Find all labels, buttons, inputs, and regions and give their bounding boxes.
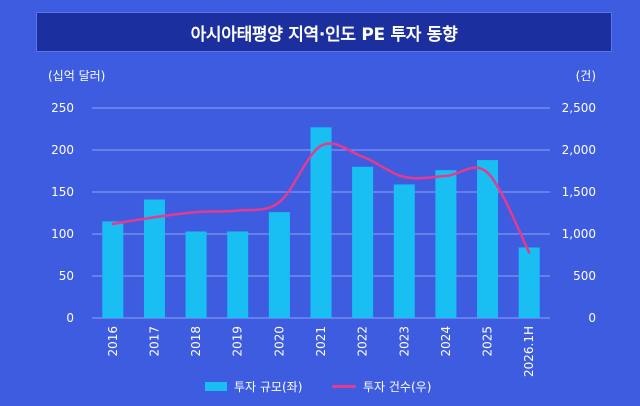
- x-tick-label: 2016: [106, 326, 120, 357]
- right-tick-label: 0: [588, 311, 596, 325]
- right-tick-label: 1,000: [562, 227, 596, 241]
- bar: [185, 231, 207, 318]
- left-tick-label: 150: [51, 185, 74, 199]
- x-tick-label: 2019: [231, 326, 245, 357]
- line-point: [320, 145, 322, 147]
- x-tick-label: 2021: [314, 326, 328, 357]
- line-point: [195, 211, 197, 213]
- left-tick-label: 50: [59, 269, 74, 283]
- legend-line-swatch: [332, 385, 356, 388]
- line-point: [486, 171, 489, 174]
- x-tick-label: 2017: [147, 326, 161, 357]
- left-tick-label: 200: [51, 143, 74, 157]
- chart-legend: 투자 규모(좌) 투자 건수(우): [0, 378, 640, 398]
- right-tick-label: 1,500: [562, 185, 596, 199]
- bar: [393, 184, 415, 318]
- legend-item-bars: 투자 규모(좌): [205, 378, 302, 395]
- x-tick-label: 2026.1H: [522, 326, 536, 377]
- legend-bar-swatch: [205, 382, 227, 391]
- chart-title-box: 아시아태평양 지역·인도 PE 투자 동향: [36, 12, 612, 52]
- left-axis-unit: (십억 달러): [48, 69, 105, 83]
- bar: [352, 166, 374, 318]
- legend-label-line: 투자 건수(우): [363, 380, 432, 394]
- bar: [518, 247, 540, 318]
- x-tick-label: 2020: [272, 326, 286, 357]
- bar: [227, 231, 249, 318]
- line-point: [403, 176, 406, 178]
- x-tick-label: 2024: [439, 326, 453, 357]
- right-tick-label: 2,500: [562, 101, 596, 115]
- bar: [477, 160, 499, 318]
- line-point: [153, 216, 156, 218]
- line-point: [528, 251, 530, 254]
- line-point: [278, 201, 281, 203]
- line-point: [112, 223, 114, 225]
- legend-label-bars: 투자 규모(좌): [234, 380, 303, 394]
- bar: [435, 170, 457, 318]
- x-tick-label: 2025: [481, 326, 495, 357]
- bar: [268, 212, 290, 318]
- bar: [102, 221, 124, 318]
- chart-title: 아시아태평양 지역·인도 PE 투자 동향: [190, 24, 458, 45]
- bar: [143, 199, 165, 318]
- left-tick-label: 0: [66, 311, 74, 325]
- bar: [310, 127, 332, 318]
- legend-item-line: 투자 건수(우): [332, 378, 431, 395]
- right-tick-label: 2,000: [562, 143, 596, 157]
- left-tick-label: 100: [51, 227, 74, 241]
- x-tick-label: 2023: [397, 326, 411, 357]
- right-tick-label: 500: [573, 269, 596, 283]
- x-tick-label: 2018: [189, 326, 203, 357]
- left-tick-label: 250: [51, 101, 74, 115]
- x-tick-label: 2022: [356, 326, 370, 357]
- line-point: [236, 209, 239, 212]
- right-axis-unit: (건): [576, 69, 596, 83]
- line-point: [361, 155, 364, 158]
- line-point: [445, 175, 447, 177]
